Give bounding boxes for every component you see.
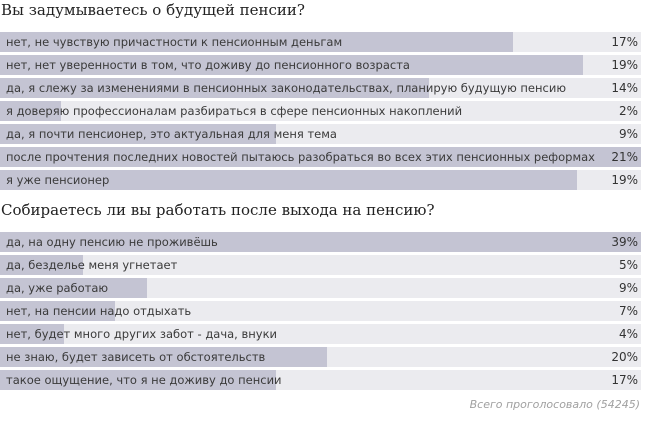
poll-option-row: да, безделье меня угнетает 5%: [0, 255, 641, 275]
poll-option-label: я доверяю профессионалам разбираться в с…: [6, 104, 463, 118]
poll-option-row: я доверяю профессионалам разбираться в с…: [0, 101, 641, 121]
poll-option-percent: 7%: [618, 304, 638, 318]
poll-option-bar: [0, 101, 61, 121]
poll-option-label: да, уже работаю: [6, 281, 109, 295]
poll-option-label: нет, не чувствую причастности к пенсионн…: [6, 35, 343, 49]
poll-option-percent: 5%: [618, 258, 638, 272]
poll-option-bar: [0, 232, 641, 252]
poll-option-row: да, уже работаю 9%: [0, 278, 641, 298]
poll-option-percent: 19%: [611, 58, 638, 72]
poll-option-percent: 20%: [611, 350, 638, 364]
poll-option-row: да, на одну пенсию не проживёшь 39%: [0, 232, 641, 252]
poll-options: да, на одну пенсию не проживёшь 39% да, бе…: [0, 222, 652, 393]
poll-option-percent: 17%: [611, 373, 638, 387]
poll-option-percent: 39%: [611, 235, 638, 249]
poll-option-row: нет, нет уверенности в том, что доживу д…: [0, 55, 641, 75]
poll-option-bar: [0, 370, 276, 390]
poll-option-row: я уже пенсионер 19%: [0, 170, 641, 190]
poll-option-label: не знаю, будет зависеть от обстоятельств: [6, 350, 266, 364]
poll-option-row: да, я слежу за изменениями в пенсионных …: [0, 78, 641, 98]
poll-option-bar: [0, 278, 147, 298]
poll-options: нет, не чувствую причастности к пенсионн…: [0, 22, 652, 193]
poll-option-bar: [0, 55, 583, 75]
poll-question: Вы задумываетесь о будущей пенсии?: [1, 1, 305, 19]
poll-option-label: такое ощущение, что я не доживу до пенси…: [6, 373, 282, 387]
poll-option-row: нет, на пенсии надо отдыхать 7%: [0, 301, 641, 321]
poll-option-label: после прочтения последних новостей пытаю…: [6, 150, 595, 164]
poll-option-bar: [0, 324, 64, 344]
poll-option-percent: 2%: [618, 104, 638, 118]
poll-option-label: да, на одну пенсию не проживёшь: [6, 235, 218, 249]
poll-option-label: я уже пенсионер: [6, 173, 110, 187]
poll-option-percent: 21%: [611, 150, 638, 164]
poll-option-percent: 14%: [611, 81, 638, 95]
poll-option-percent: 17%: [611, 35, 638, 49]
poll-option-percent: 19%: [611, 173, 638, 187]
poll-option-row: нет, будет много других забот - дача, вн…: [0, 324, 641, 344]
poll-option-row: нет, не чувствую причастности к пенсионн…: [0, 32, 641, 52]
poll-option-bar: [0, 255, 83, 275]
poll-option-percent: 9%: [618, 127, 638, 141]
poll-option-row: не знаю, будет зависеть от обстоятельств…: [0, 347, 641, 367]
total-votes: Всего проголосовало (54245): [469, 398, 640, 411]
poll-option-bar: [0, 170, 577, 190]
poll-option-label: да, я слежу за изменениями в пенсионных …: [6, 81, 567, 95]
poll-option-label: нет, будет много других забот - дача, вн…: [6, 327, 278, 341]
poll-work-after-retirement: Собираетесь ли вы работать после выхода …: [0, 200, 652, 393]
poll-question: Собираетесь ли вы работать после выхода …: [1, 201, 435, 219]
poll-option-bar: [0, 301, 115, 321]
poll-option-row: после прочтения последних новостей пытаю…: [0, 147, 641, 167]
poll-option-label: нет, на пенсии надо отдыхать: [6, 304, 192, 318]
poll-option-bar: [0, 32, 513, 52]
poll-option-percent: 9%: [618, 281, 638, 295]
poll-option-bar: [0, 347, 327, 367]
poll-option-row: такое ощущение, что я не доживу до пенси…: [0, 370, 641, 390]
poll-pension-thoughts: Вы задумываетесь о будущей пенсии? нет, …: [0, 0, 652, 193]
poll-option-percent: 4%: [618, 327, 638, 341]
poll-option-label: нет, нет уверенности в том, что доживу д…: [6, 58, 410, 72]
poll-option-bar: [0, 78, 429, 98]
poll-option-bar: [0, 124, 276, 144]
poll-option-bar: [0, 147, 641, 167]
poll-option-label: да, безделье меня угнетает: [6, 258, 178, 272]
poll-option-row: да, я почти пенсионер, это актуальная дл…: [0, 124, 641, 144]
poll-option-label: да, я почти пенсионер, это актуальная дл…: [6, 127, 337, 141]
